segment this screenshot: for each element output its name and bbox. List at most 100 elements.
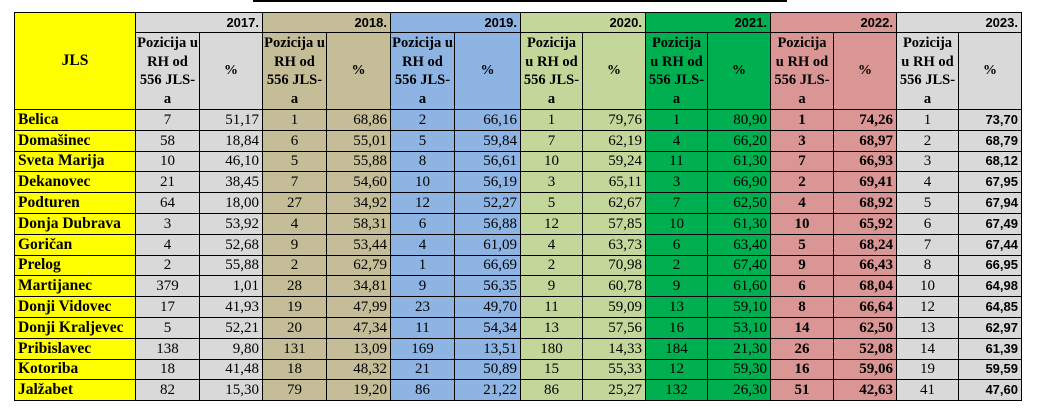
table-row: Donji Vidovec 17 41,93 19 47,99 23 49,70 11 59,0… xyxy=(14,296,1022,318)
position-cell: 5 xyxy=(390,129,455,152)
position-cell: 8 xyxy=(770,296,834,318)
percent-cell: 53,10 xyxy=(707,316,771,339)
percent-cell: 51,17 xyxy=(199,109,263,131)
percent-cell: 56,19 xyxy=(454,171,521,194)
percent-cell: 18,00 xyxy=(199,192,263,214)
percent-cell: 66,43 xyxy=(833,254,897,277)
position-cell: 19 xyxy=(262,296,327,318)
position-header: Pozicija u RH od 556 JLS-a xyxy=(770,32,834,110)
position-cell: 2 xyxy=(390,109,455,131)
position-cell: 10 xyxy=(390,171,455,194)
position-cell: 13 xyxy=(520,316,583,339)
position-cell: 169 xyxy=(390,337,455,360)
year-spacer xyxy=(390,12,455,33)
table-row: Pribislavec 138 9,80 131 13,09 169 13,51 180 14,… xyxy=(14,337,1022,360)
percent-cell: 34,81 xyxy=(326,275,391,298)
position-cell: 21 xyxy=(390,358,455,381)
position-cell: 13 xyxy=(896,316,959,339)
position-cell: 4 xyxy=(645,129,708,152)
position-cell: 12 xyxy=(645,358,708,381)
percent-cell: 59,84 xyxy=(454,129,521,152)
position-cell: 2 xyxy=(645,254,708,277)
percent-cell: 68,86 xyxy=(326,109,391,131)
position-cell: 18 xyxy=(262,358,327,381)
position-cell: 3 xyxy=(520,171,583,194)
table-row: Prelog 2 55,88 2 62,79 1 66,69 2 70,98 2 67,40 9 66,… xyxy=(14,254,1022,277)
position-cell: 14 xyxy=(896,337,959,360)
position-cell: 5 xyxy=(896,192,959,214)
position-cell: 4 xyxy=(520,233,583,256)
percent-cell: 68,92 xyxy=(833,192,897,214)
percent-cell: 74,26 xyxy=(833,109,897,131)
jls-name: Donji Kraljevec xyxy=(14,316,136,339)
percent-cell: 13,51 xyxy=(454,337,521,360)
year-spacer xyxy=(770,12,834,33)
position-cell: 19 xyxy=(896,358,959,381)
year-spacer xyxy=(896,12,959,33)
year-header: 2017. xyxy=(199,12,263,33)
percent-cell: 25,27 xyxy=(582,379,646,402)
percent-cell: 67,40 xyxy=(707,254,771,277)
column-header-row: Pozicija u RH od 556 JLS-a% Pozicija u RH… xyxy=(15,32,1022,110)
position-cell: 51 xyxy=(770,379,834,402)
percent-cell: 59,24 xyxy=(582,150,646,173)
percent-cell: 67,94 xyxy=(958,192,1022,214)
position-cell: 132 xyxy=(645,379,708,402)
percent-cell: 62,50 xyxy=(833,316,897,339)
position-cell: 379 xyxy=(135,275,200,298)
percent-cell: 63,40 xyxy=(707,233,771,256)
position-cell: 1 xyxy=(770,109,834,131)
position-cell: 6 xyxy=(262,129,327,152)
percent-cell: 57,85 xyxy=(582,212,646,235)
position-cell: 9 xyxy=(770,254,834,277)
position-header: Pozicija u RH od 556 JLS-a xyxy=(896,32,959,110)
position-cell: 1 xyxy=(262,109,327,131)
percent-cell: 53,44 xyxy=(326,233,391,256)
percent-cell: 59,30 xyxy=(707,358,771,381)
position-cell: 7 xyxy=(770,150,834,173)
position-cell: 20 xyxy=(262,316,327,339)
table-row: Donji Kraljevec 5 52,21 20 47,34 11 54,34 13 57,… xyxy=(14,316,1022,339)
percent-cell: 64,98 xyxy=(958,275,1022,298)
percent-cell: 61,60 xyxy=(707,275,771,298)
percent-cell: 47,60 xyxy=(958,379,1022,402)
percent-cell: 66,93 xyxy=(833,150,897,173)
jls-name: Donja Dubrava xyxy=(14,212,136,235)
percent-cell: 54,34 xyxy=(454,316,521,339)
percent-cell: 67,44 xyxy=(958,233,1022,256)
year-header: 2021. xyxy=(707,12,771,33)
percent-cell: 66,20 xyxy=(707,129,771,152)
position-cell: 10 xyxy=(135,150,200,173)
jls-name: Pribislavec xyxy=(14,337,136,360)
percent-cell: 59,09 xyxy=(582,296,646,318)
position-cell: 2 xyxy=(770,171,834,194)
percent-cell: 66,16 xyxy=(454,109,521,131)
position-cell: 6 xyxy=(645,233,708,256)
percent-cell: 68,04 xyxy=(833,275,897,298)
position-header: Pozicija u RH od 556 JLS-a xyxy=(262,32,327,110)
percent-cell: 68,79 xyxy=(958,129,1022,152)
percent-cell: 62,67 xyxy=(582,192,646,214)
position-cell: 2 xyxy=(135,254,200,277)
position-cell: 184 xyxy=(645,337,708,360)
percent-cell: 52,68 xyxy=(199,233,263,256)
position-cell: 3 xyxy=(135,212,200,235)
jls-name: Prelog xyxy=(14,254,136,277)
percent-cell: 61,30 xyxy=(707,212,771,235)
position-cell: 16 xyxy=(770,358,834,381)
position-cell: 5 xyxy=(770,233,834,256)
position-cell: 3 xyxy=(896,150,959,173)
position-header: Pozicija u RH od 556 JLS-a xyxy=(520,32,583,110)
percent-cell: 60,78 xyxy=(582,275,646,298)
position-cell: 23 xyxy=(390,296,455,318)
year-header-row: JLS 2017. 2018. 2019. 2020. 2021. 2022. 2023. xyxy=(14,12,1022,110)
percent-cell: 80,90 xyxy=(707,109,771,131)
percent-cell: 62,50 xyxy=(707,192,771,214)
percent-cell: 67,95 xyxy=(958,171,1022,194)
jls-header: JLS xyxy=(14,12,136,110)
percent-header: % xyxy=(326,32,391,110)
percent-header: % xyxy=(958,32,1022,110)
position-cell: 10 xyxy=(645,212,708,235)
position-cell: 21 xyxy=(135,171,200,194)
year-header: 2020. xyxy=(582,12,646,33)
